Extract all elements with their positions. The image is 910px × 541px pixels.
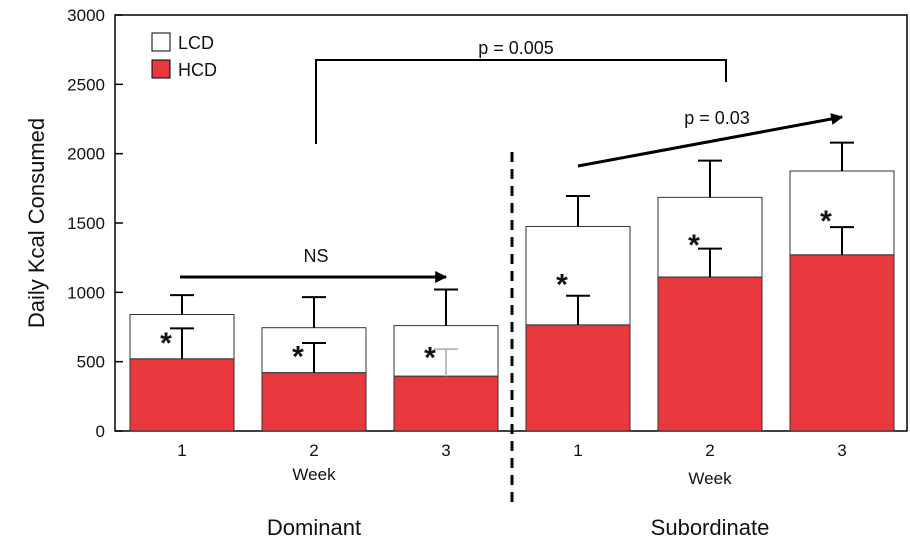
bar-hcd	[262, 373, 366, 431]
x-axis-title-dominant: Week	[292, 465, 336, 484]
significance-star: *	[160, 327, 172, 360]
x-tick-label: 1	[573, 441, 582, 460]
y-tick-label: 2000	[67, 145, 105, 164]
y-tick-label: 0	[96, 422, 105, 441]
group-label-subordinate: Subordinate	[651, 515, 770, 540]
legend-swatch-lcd	[152, 33, 170, 51]
y-tick-label: 3000	[67, 6, 105, 25]
y-tick-label: 1500	[67, 214, 105, 233]
x-tick-label: 2	[705, 441, 714, 460]
bar-hcd	[790, 255, 894, 431]
x-tick-label: 1	[177, 441, 186, 460]
legend-label-lcd: LCD	[178, 33, 214, 53]
significance-star: *	[292, 340, 304, 373]
bar-hcd	[130, 359, 234, 431]
y-axis-title: Daily Kcal Consumed	[24, 118, 49, 328]
x-tick-label: 3	[441, 441, 450, 460]
significance-star: *	[820, 205, 832, 238]
significance-star: *	[688, 229, 700, 262]
y-tick-label: 2500	[67, 75, 105, 94]
x-tick-label: 3	[837, 441, 846, 460]
bar-hcd	[526, 325, 630, 431]
y-tick-label: 1000	[67, 283, 105, 302]
x-axis-title-subordinate: Week	[688, 469, 732, 488]
x-tick-label: 2	[309, 441, 318, 460]
y-tick-label: 500	[77, 353, 105, 372]
ns-label: NS	[303, 246, 328, 266]
p003-label: p = 0.03	[684, 108, 750, 128]
legend-swatch-hcd	[152, 60, 170, 78]
p0005-label: p = 0.005	[478, 38, 554, 58]
significance-star: *	[556, 269, 568, 302]
significance-star: *	[424, 341, 436, 374]
bar-hcd	[394, 376, 498, 431]
bar-hcd	[658, 277, 762, 431]
legend-label-hcd: HCD	[178, 60, 217, 80]
group-label-dominant: Dominant	[267, 515, 361, 540]
p0005-bracket	[316, 60, 726, 144]
